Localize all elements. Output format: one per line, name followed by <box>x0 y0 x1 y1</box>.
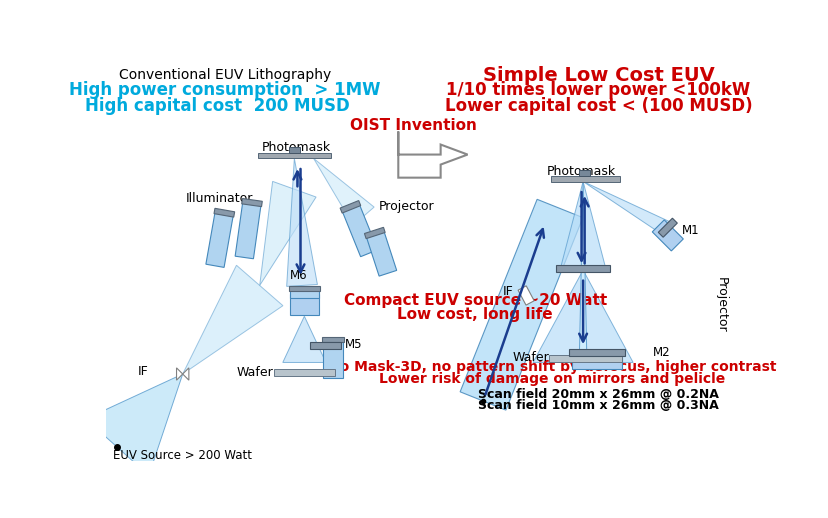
Polygon shape <box>341 204 378 257</box>
Bar <box>258 153 331 159</box>
Polygon shape <box>569 349 624 356</box>
Polygon shape <box>652 220 682 251</box>
Text: Compact EUV source ~20 Watt: Compact EUV source ~20 Watt <box>344 293 606 308</box>
Text: IF: IF <box>503 285 513 298</box>
Bar <box>550 176 619 181</box>
Text: Lower capital cost < (100 MUSD): Lower capital cost < (100 MUSD) <box>444 97 751 115</box>
Polygon shape <box>460 199 582 410</box>
Polygon shape <box>182 265 282 374</box>
Polygon shape <box>582 181 672 237</box>
Text: Lower risk of damage on mirrors and pelicle: Lower risk of damage on mirrors and peli… <box>378 372 724 386</box>
Polygon shape <box>176 368 182 380</box>
Polygon shape <box>579 181 586 363</box>
Polygon shape <box>339 200 360 213</box>
Text: Wafer: Wafer <box>237 366 273 379</box>
Polygon shape <box>85 374 182 476</box>
Polygon shape <box>532 270 633 363</box>
Text: No Mask-3D, no pattern shift by defocus, higher contrast: No Mask-3D, no pattern shift by defocus,… <box>328 360 776 374</box>
Text: EUV Source > 200 Watt: EUV Source > 200 Watt <box>113 450 252 463</box>
Polygon shape <box>235 202 261 259</box>
Bar <box>579 170 590 176</box>
Polygon shape <box>313 159 373 225</box>
Polygon shape <box>556 265 609 272</box>
Polygon shape <box>366 230 397 276</box>
Text: Conventional EUV Lithography: Conventional EUV Lithography <box>118 68 330 82</box>
Text: Simple Low Cost EUV: Simple Low Cost EUV <box>482 66 714 85</box>
Bar <box>273 369 335 376</box>
Text: OIST Invention: OIST Invention <box>350 118 477 133</box>
Polygon shape <box>286 159 317 286</box>
Text: Photomask: Photomask <box>546 165 615 178</box>
Text: Wafer: Wafer <box>512 351 549 364</box>
Text: High power consumption  > 1MW: High power consumption > 1MW <box>70 81 380 99</box>
Text: Scan field 10mm x 26mm @ 0.3NA: Scan field 10mm x 26mm @ 0.3NA <box>478 399 718 412</box>
Bar <box>549 355 622 362</box>
Polygon shape <box>242 198 262 207</box>
Text: M1: M1 <box>681 224 699 237</box>
Text: M6: M6 <box>290 269 307 282</box>
Polygon shape <box>397 132 467 178</box>
Polygon shape <box>214 208 234 217</box>
Text: Scan field 20mm x 26mm @ 0.2NA: Scan field 20mm x 26mm @ 0.2NA <box>478 388 718 401</box>
Bar <box>289 294 319 315</box>
Text: Photomask: Photomask <box>262 141 331 154</box>
Text: M5: M5 <box>344 338 362 351</box>
Text: IF: IF <box>137 365 148 378</box>
Polygon shape <box>259 181 315 285</box>
Polygon shape <box>657 218 676 237</box>
Text: Projector: Projector <box>378 200 434 213</box>
Polygon shape <box>364 227 385 239</box>
Polygon shape <box>571 353 621 369</box>
Text: 1/10 times lower power <100kW: 1/10 times lower power <100kW <box>445 81 749 99</box>
Text: Projector: Projector <box>715 277 727 333</box>
Polygon shape <box>182 368 189 380</box>
Text: High capital cost  200 MUSD: High capital cost 200 MUSD <box>84 97 349 115</box>
Polygon shape <box>322 339 343 378</box>
Polygon shape <box>282 316 325 363</box>
Polygon shape <box>560 181 605 270</box>
Polygon shape <box>205 211 233 267</box>
Text: M2: M2 <box>652 346 669 359</box>
Polygon shape <box>289 286 320 291</box>
Polygon shape <box>289 289 319 298</box>
Text: Illuminator: Illuminator <box>185 192 253 205</box>
Text: Low cost, long life: Low cost, long life <box>397 307 552 322</box>
Polygon shape <box>518 286 533 305</box>
Bar <box>289 147 300 153</box>
Polygon shape <box>310 342 340 349</box>
Polygon shape <box>322 337 344 342</box>
